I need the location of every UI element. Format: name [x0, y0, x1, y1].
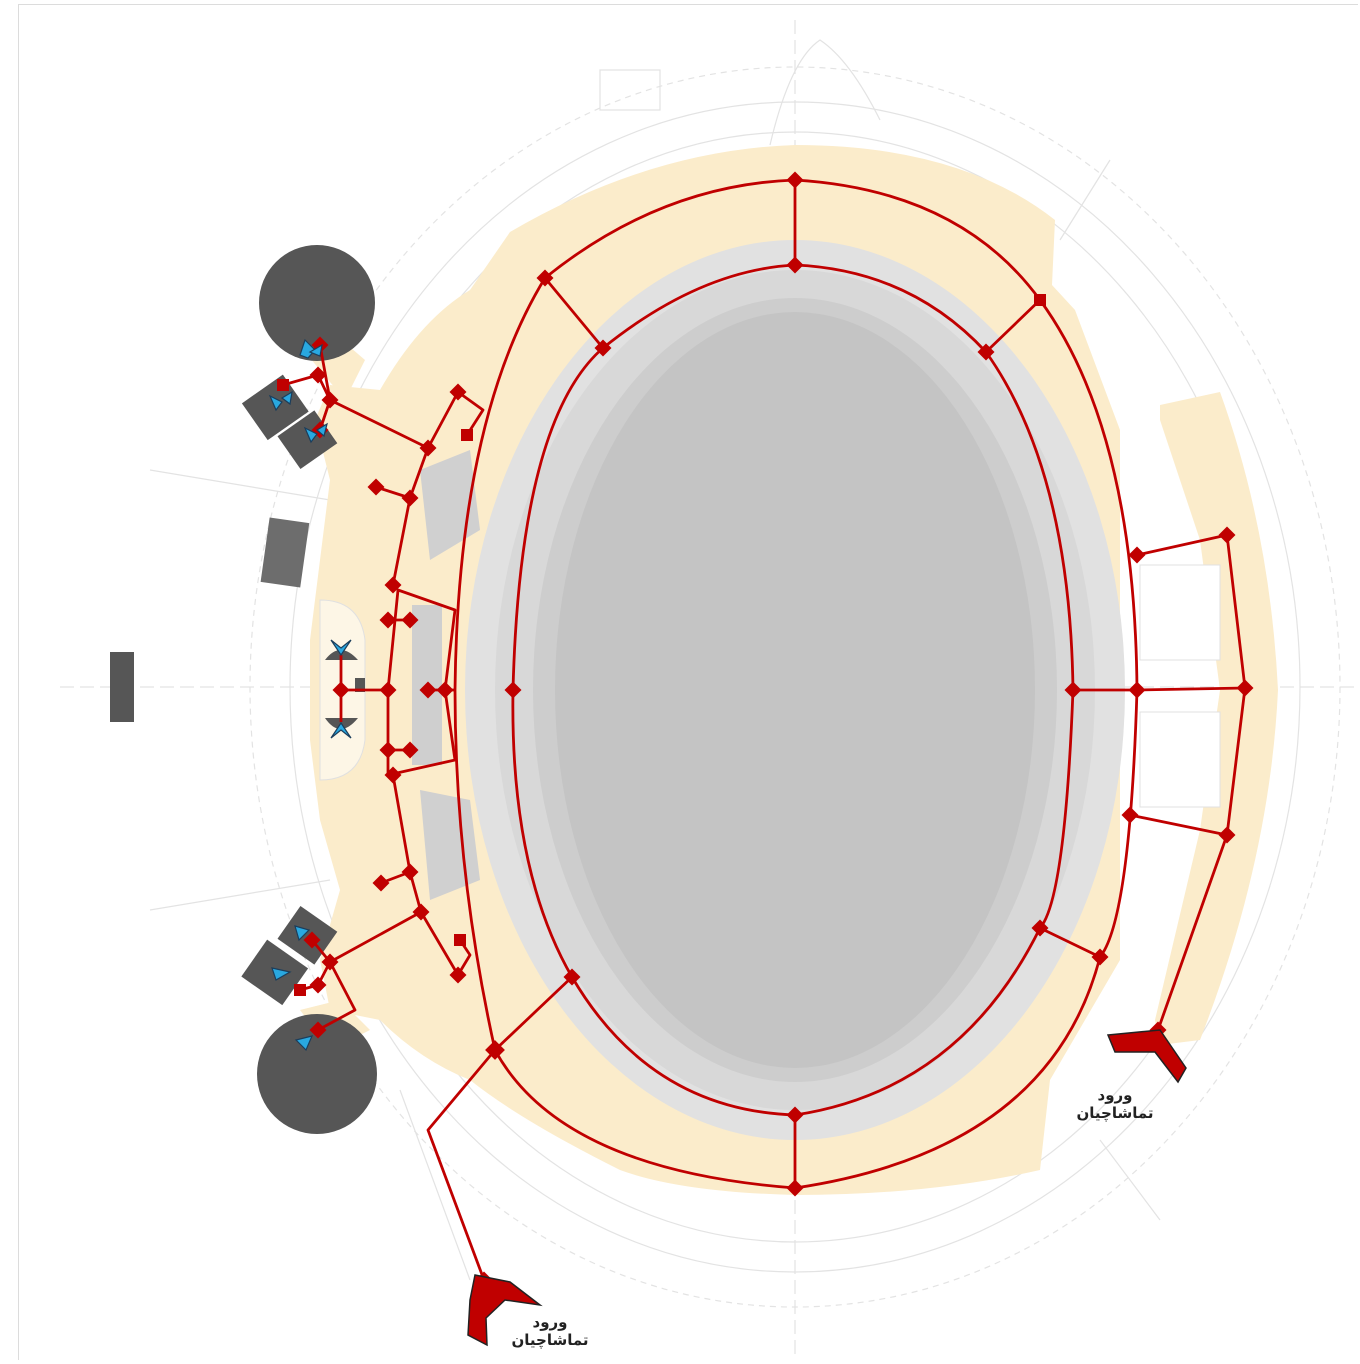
- spectator-entrance-label-south: ورود تماشاچیان: [495, 1313, 605, 1349]
- dark-towers: [110, 245, 377, 1134]
- drawing-frame: [18, 4, 1358, 1360]
- entrance-line2: تماشاچیان: [1076, 1104, 1154, 1122]
- spectator-entrance-label-east: ورود تماشاچیان: [1060, 1086, 1170, 1122]
- entry-arrow-icons: [467, 1029, 1187, 1347]
- entrance-line1: ورود: [1097, 1086, 1133, 1104]
- entry-arrow-icon: [1106, 1029, 1187, 1084]
- entry-arrow-icon: [467, 1274, 543, 1347]
- stair-arrow-icons: [268, 338, 352, 1052]
- entrance-line2: تماشاچیان: [511, 1331, 589, 1349]
- stands: [465, 240, 1125, 1140]
- entrance-line1: ورود: [532, 1313, 568, 1331]
